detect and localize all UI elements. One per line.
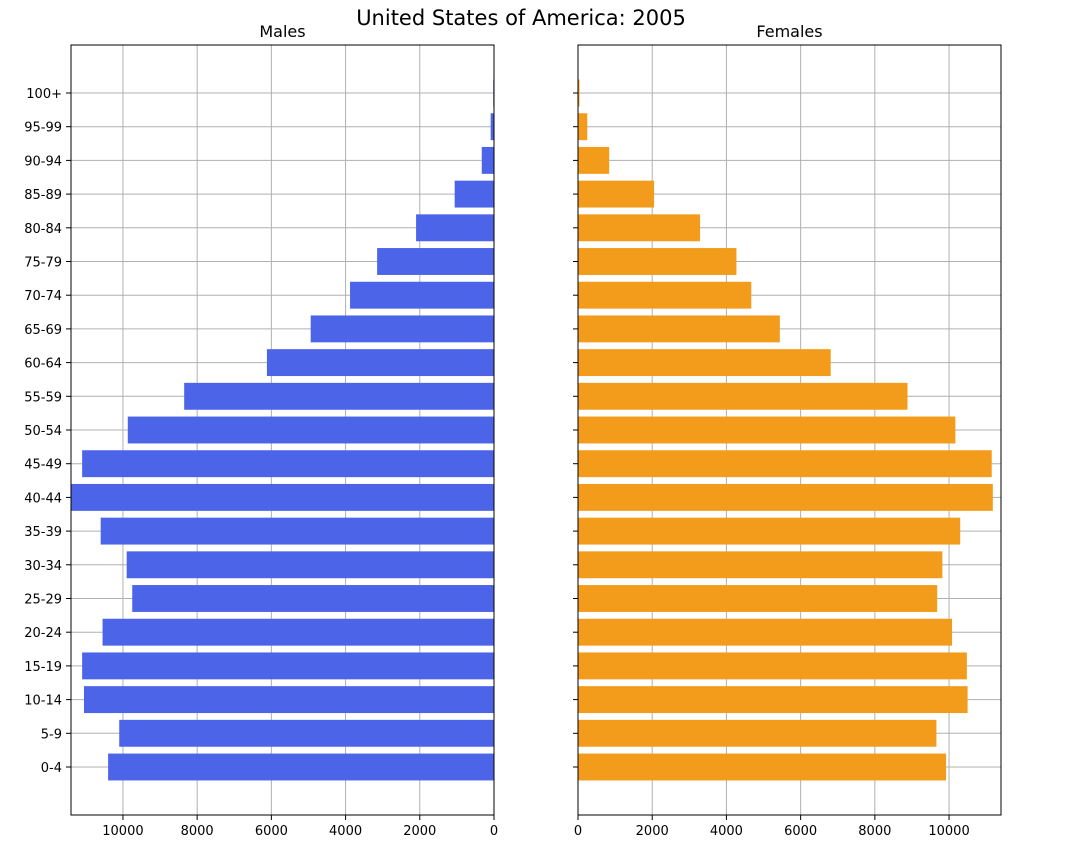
age-group-label: 75-79	[24, 256, 62, 271]
age-group-label: 50-54	[24, 424, 62, 439]
males-bar-80-84	[416, 214, 494, 242]
age-group-label: 0-4	[41, 761, 62, 776]
females-x-axis: 0 2000 4000 6000 8000 10000	[574, 815, 970, 839]
males-x-tick-label: 4000	[329, 824, 362, 839]
age-group-label: 65-69	[24, 323, 62, 338]
males-bar-50-54	[127, 416, 494, 444]
males-bars	[71, 79, 495, 781]
males-bar-15-19	[82, 652, 494, 680]
age-group-label: 90-94	[24, 154, 62, 169]
age-group-label: 40-44	[24, 491, 62, 506]
males-bar-25-29	[132, 585, 494, 612]
males-x-tick-label: 0	[490, 824, 498, 839]
age-group-label: 80-84	[24, 222, 62, 237]
age-group-label: 55-59	[24, 390, 62, 405]
males-x-tick-label: 2000	[403, 824, 436, 839]
females-x-tick-label: 10000	[928, 824, 969, 839]
females-bar-55-59	[578, 382, 908, 410]
males-bar-5-9	[119, 719, 494, 747]
females-bar-25-29	[578, 585, 938, 612]
males-bar-55-59	[184, 382, 494, 410]
age-group-label: 30-34	[24, 559, 62, 574]
females-bar-5-9	[578, 719, 937, 747]
age-group-label: 25-29	[24, 593, 62, 608]
females-bar-35-39	[578, 517, 961, 545]
males-bar-95-99	[490, 113, 494, 141]
females-bar-95-99	[578, 113, 588, 141]
age-group-label: 60-64	[24, 357, 62, 372]
males-bar-30-34	[126, 551, 494, 579]
males-bar-70-74	[350, 281, 494, 309]
females-x-tick-label: 8000	[858, 824, 891, 839]
females-bar-70-74	[578, 281, 752, 309]
males-x-tick-label: 10000	[102, 824, 143, 839]
age-group-label: 85-89	[24, 188, 62, 203]
females-x-tick-label: 0	[574, 824, 582, 839]
age-group-label: 100+	[26, 87, 62, 102]
males-bar-10-14	[83, 686, 494, 714]
males-x-tick-label: 8000	[181, 824, 214, 839]
males-bar-40-44	[71, 483, 494, 511]
females-panel-title: Females	[756, 22, 822, 41]
age-group-label: 15-19	[24, 660, 62, 675]
males-y-axis: 0-4 5-9 10-14 15-19 20-24 25-29 30-34 35-39 40-4…	[24, 87, 71, 776]
females-bar-90-94	[578, 146, 610, 174]
females-bar-40-44	[578, 483, 993, 511]
males-bar-65-69	[310, 315, 494, 343]
age-group-label: 10-14	[24, 694, 62, 709]
females-bar-85-89	[578, 180, 655, 208]
females-bars	[578, 79, 993, 781]
males-bar-75-79	[377, 248, 494, 275]
males-panel: Males 0-4 5-9 10-14 15-19 20-24 25-29 30-34 35-…	[24, 22, 498, 839]
males-bar-20-24	[102, 618, 494, 646]
females-bar-50-54	[578, 416, 956, 444]
chart-title: United States of America: 2005	[356, 6, 686, 30]
females-bar-80-84	[578, 214, 701, 242]
females-panel: Females 0 2000 4000 6000 8000 10000	[573, 22, 1002, 839]
age-group-label: 20-24	[24, 626, 62, 641]
age-group-label: 95-99	[24, 121, 62, 136]
females-bar-0-4	[578, 753, 947, 781]
females-bar-45-49	[578, 450, 992, 478]
males-panel-title: Males	[259, 22, 305, 41]
females-x-tick-label: 6000	[784, 824, 817, 839]
females-bar-100+	[578, 79, 580, 107]
age-group-label: 5-9	[41, 727, 62, 742]
males-bar-45-49	[82, 450, 494, 478]
females-bar-75-79	[578, 248, 737, 275]
females-bar-30-34	[578, 551, 943, 579]
age-group-label: 35-39	[24, 525, 62, 540]
females-x-tick-label: 4000	[710, 824, 743, 839]
females-bar-20-24	[578, 618, 953, 646]
males-x-tick-label: 6000	[255, 824, 288, 839]
females-bar-60-64	[578, 349, 831, 377]
males-bar-35-39	[100, 517, 495, 545]
males-bar-0-4	[108, 753, 495, 781]
females-bar-15-19	[578, 652, 967, 680]
males-x-axis: 10000 8000 6000 4000 2000 0	[102, 815, 498, 839]
males-bar-60-64	[266, 349, 494, 377]
females-bar-10-14	[578, 686, 968, 714]
males-bar-85-89	[454, 180, 494, 208]
females-x-tick-label: 2000	[636, 824, 669, 839]
females-y-axis	[573, 92, 578, 768]
males-bar-90-94	[481, 146, 494, 174]
females-bar-65-69	[578, 315, 780, 343]
age-group-label: 70-74	[24, 289, 62, 304]
age-group-label: 45-49	[24, 458, 62, 473]
